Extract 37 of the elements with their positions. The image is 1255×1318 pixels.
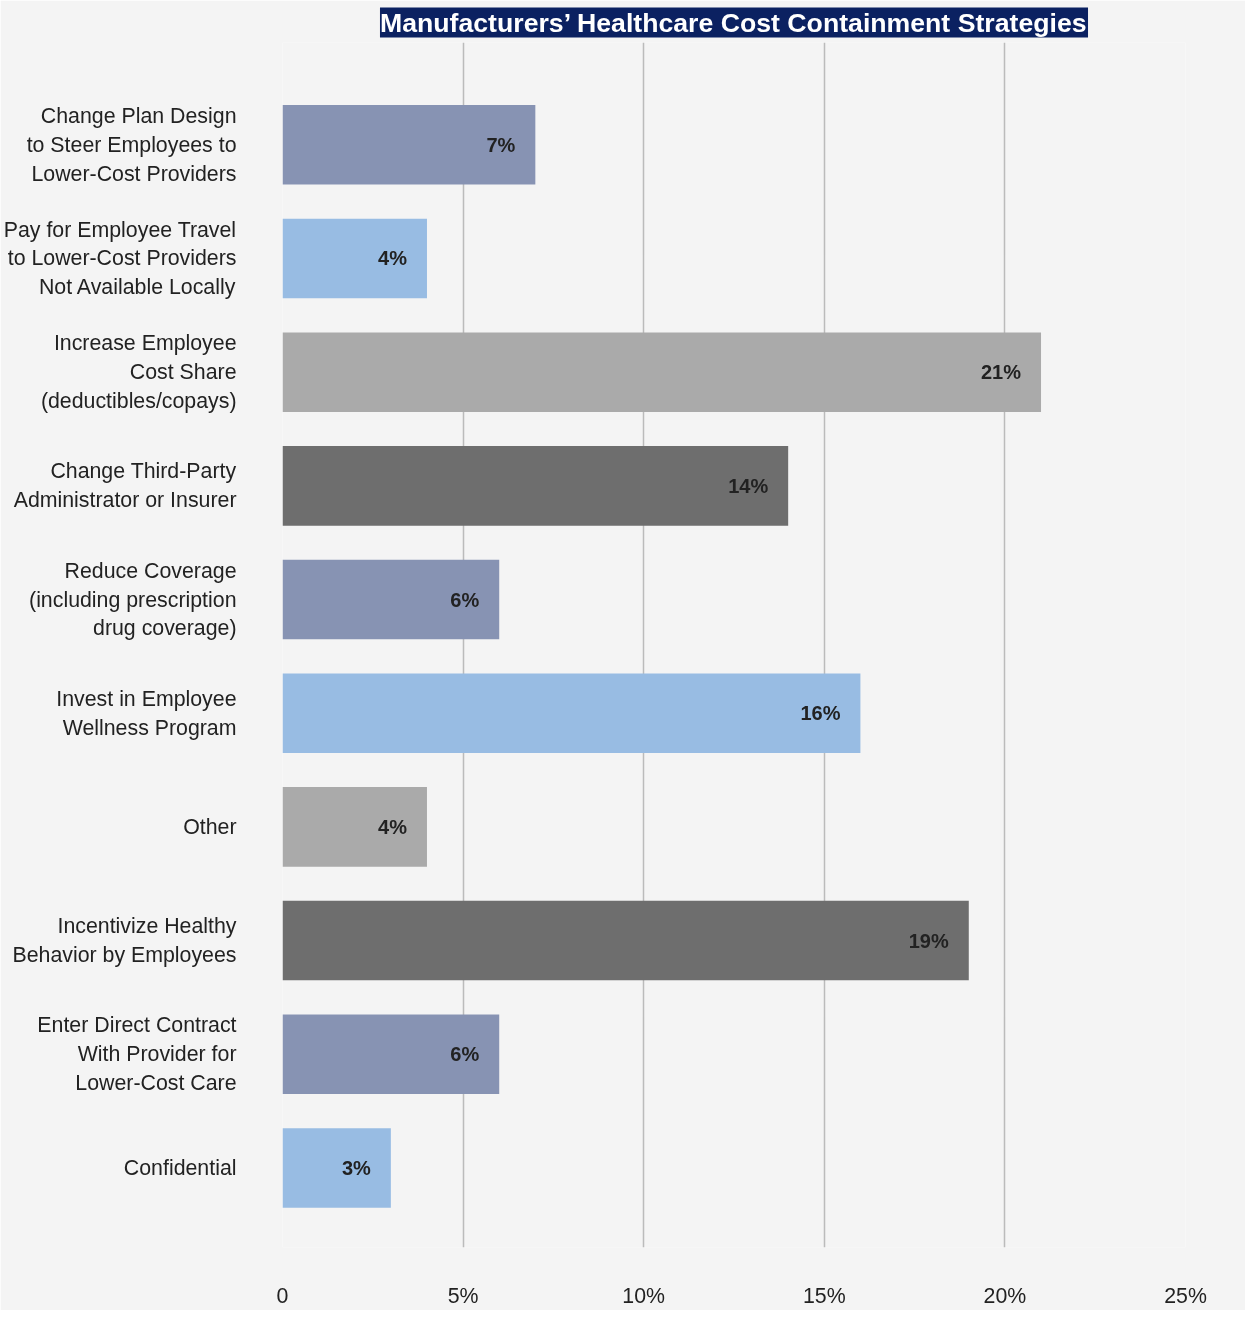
- y-tick-label: Change Plan Design to Steer Employees to Lower-Cost Providers: [26, 104, 237, 186]
- x-tick-label: 20%: [983, 1283, 1027, 1308]
- y-tick-label: Pay for Employee Travel to Lower-Cost Providers Not Available Locally: [3, 217, 237, 300]
- y-tick-label: Reduce Coverage (including prescription drug coverage): [29, 558, 237, 641]
- data-label: 14%: [728, 474, 769, 497]
- x-tick-label: 15%: [802, 1283, 846, 1308]
- x-tick-label: 10%: [622, 1283, 666, 1308]
- data-label: 4%: [378, 815, 408, 838]
- bar: [282, 1014, 500, 1095]
- data-label: 19%: [908, 929, 949, 952]
- x-tick-label: 5%: [447, 1283, 479, 1308]
- bar: [282, 673, 861, 753]
- data-label: 16%: [800, 702, 841, 725]
- data-label: 6%: [450, 1043, 480, 1066]
- data-label: 21%: [980, 361, 1022, 384]
- bar: [282, 332, 1042, 412]
- data-label: 7%: [486, 133, 516, 156]
- y-tick-label: Invest in Employee Wellness Program: [56, 686, 237, 740]
- y-tick-label: Incentivize Healthy Behavior by Employees: [12, 914, 237, 967]
- x-tick-label: 0: [276, 1283, 289, 1308]
- x-tick-label: 25%: [1164, 1283, 1207, 1308]
- bar: [282, 446, 789, 526]
- data-label: 6%: [450, 588, 480, 611]
- y-tick-label: Increase Employee Cost Share (deductibles/copays): [40, 331, 237, 413]
- bar: [282, 787, 427, 867]
- data-label: 4%: [378, 247, 408, 270]
- bar: [282, 900, 969, 981]
- bar: [282, 218, 427, 299]
- y-tick-label: Confidential: [123, 1155, 237, 1180]
- y-tick-label: Change Third-Party Administrator or Insurer: [13, 459, 237, 513]
- data-label: 3%: [341, 1156, 372, 1179]
- bar: [282, 105, 536, 185]
- y-tick-label: Other: [183, 814, 237, 839]
- bar: [282, 559, 500, 640]
- chart-title: Manufacturers’ Healthcare Cost Containment Strategies: [379, 7, 1087, 38]
- bar: [282, 1128, 391, 1208]
- y-tick-label: Enter Direct Contract With Provider for Lower-Cost Care: [37, 1013, 237, 1096]
